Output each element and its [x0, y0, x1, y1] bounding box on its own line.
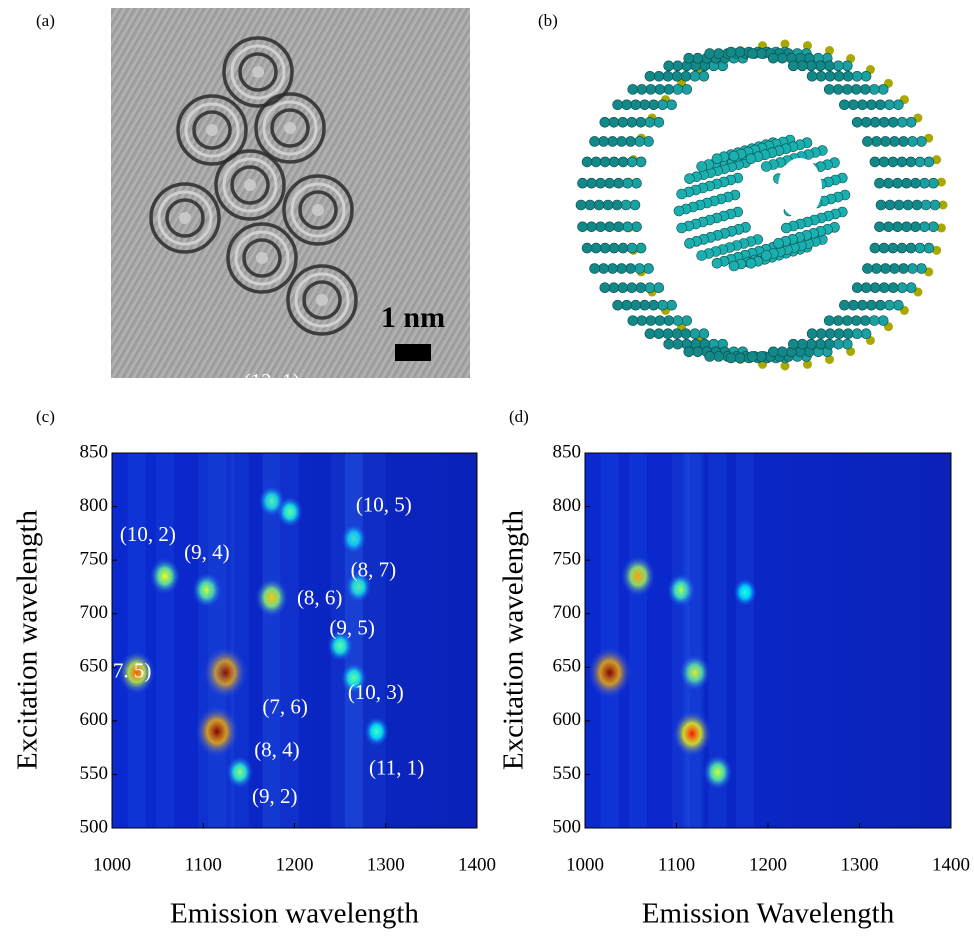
peak-label: (10, 5) — [356, 493, 412, 517]
panel-label: (b) — [538, 11, 558, 30]
scale-bar-label: 1 nm — [381, 301, 445, 334]
peak-spot — [276, 496, 303, 528]
peak-spot — [672, 710, 712, 757]
x-tick-label: 1200 — [276, 854, 314, 875]
x-tick-label: 1000 — [93, 854, 131, 875]
y-tick-label: 600 — [553, 709, 582, 730]
peak-spot — [341, 523, 367, 554]
peak-label: (7, 6) — [262, 694, 308, 718]
y-tick-label: 700 — [553, 602, 582, 623]
peak-label: (8, 4) — [254, 737, 300, 761]
peak-label: (10, 2) — [120, 522, 176, 546]
y-tick-label: 800 — [80, 495, 109, 516]
x-tick-label: 1000 — [566, 854, 604, 875]
panel-label: (a) — [36, 11, 55, 30]
y-tick-label: 850 — [553, 441, 582, 462]
y-tick-label: 650 — [553, 656, 582, 677]
peak-label: (8, 6) — [297, 585, 343, 609]
peak-spot — [666, 573, 696, 608]
x-axis-label: Emission Wavelength — [642, 898, 895, 930]
peaks — [118, 453, 390, 828]
x-tick-label: 1400 — [458, 854, 496, 875]
peak-spot — [345, 571, 372, 603]
molecule-model — [575, 39, 948, 371]
y-tick-label: 550 — [80, 763, 109, 784]
x-tick-label: 1100 — [658, 854, 695, 875]
x-tick-label: 1200 — [749, 854, 787, 875]
peak-label: (11, 1) — [369, 755, 424, 779]
peak-spot — [340, 662, 367, 694]
peak-spot — [192, 572, 222, 608]
peak-label: (9, 2) — [252, 784, 298, 808]
x-axis-label: Emission wavelength — [170, 898, 419, 930]
y-axis-label: Excitation wavelength — [12, 509, 44, 770]
y-tick-label: 550 — [553, 763, 582, 784]
peak-spot — [679, 654, 711, 691]
peak-label: (11, 3) — [290, 380, 345, 404]
peak-spot — [587, 646, 632, 699]
peak-spot — [118, 650, 156, 695]
scale-bar — [395, 344, 431, 361]
panel-label: (d) — [509, 407, 529, 426]
y-tick-label: 750 — [80, 549, 109, 570]
x-tick-label: 1100 — [185, 854, 222, 875]
peak-spot — [194, 705, 239, 758]
peaks — [587, 453, 757, 828]
panel-label: (c) — [36, 407, 55, 426]
y-tick-label: 850 — [80, 441, 109, 462]
x-tick-label: 1300 — [367, 854, 405, 875]
peak-label: (10, 3) — [348, 680, 404, 704]
x-tick-label: 1400 — [932, 854, 970, 875]
peak-label: (7. 5) — [106, 658, 152, 682]
peak-label: (9, 4) — [184, 540, 230, 564]
y-axis-label: Excitation wavelength — [498, 509, 530, 770]
peak-spot — [702, 754, 733, 790]
plot-background — [585, 453, 951, 828]
nanotube-rings — [149, 36, 358, 336]
y-tick-label: 750 — [553, 549, 582, 570]
peak-label: (12, 1) — [244, 369, 300, 393]
y-tick-label: 500 — [553, 816, 582, 837]
y-tick-label: 700 — [80, 602, 109, 623]
peak-spot — [620, 555, 656, 597]
peak-spot — [364, 716, 390, 747]
y-tick-label: 800 — [553, 495, 582, 516]
peak-spot — [226, 756, 254, 789]
y-tick-label: 600 — [80, 709, 109, 730]
peak-spot — [203, 646, 248, 699]
peak-label: (8, 7) — [351, 558, 397, 582]
peak-spot — [149, 557, 181, 595]
y-tick-label: 650 — [80, 656, 109, 677]
peak-spot — [255, 577, 289, 618]
peak-spot — [733, 578, 757, 607]
peak-label: (9, 5) — [329, 616, 375, 640]
y-tick-label: 500 — [80, 816, 109, 837]
x-tick-label: 1300 — [841, 854, 879, 875]
peak-spot — [327, 630, 354, 662]
